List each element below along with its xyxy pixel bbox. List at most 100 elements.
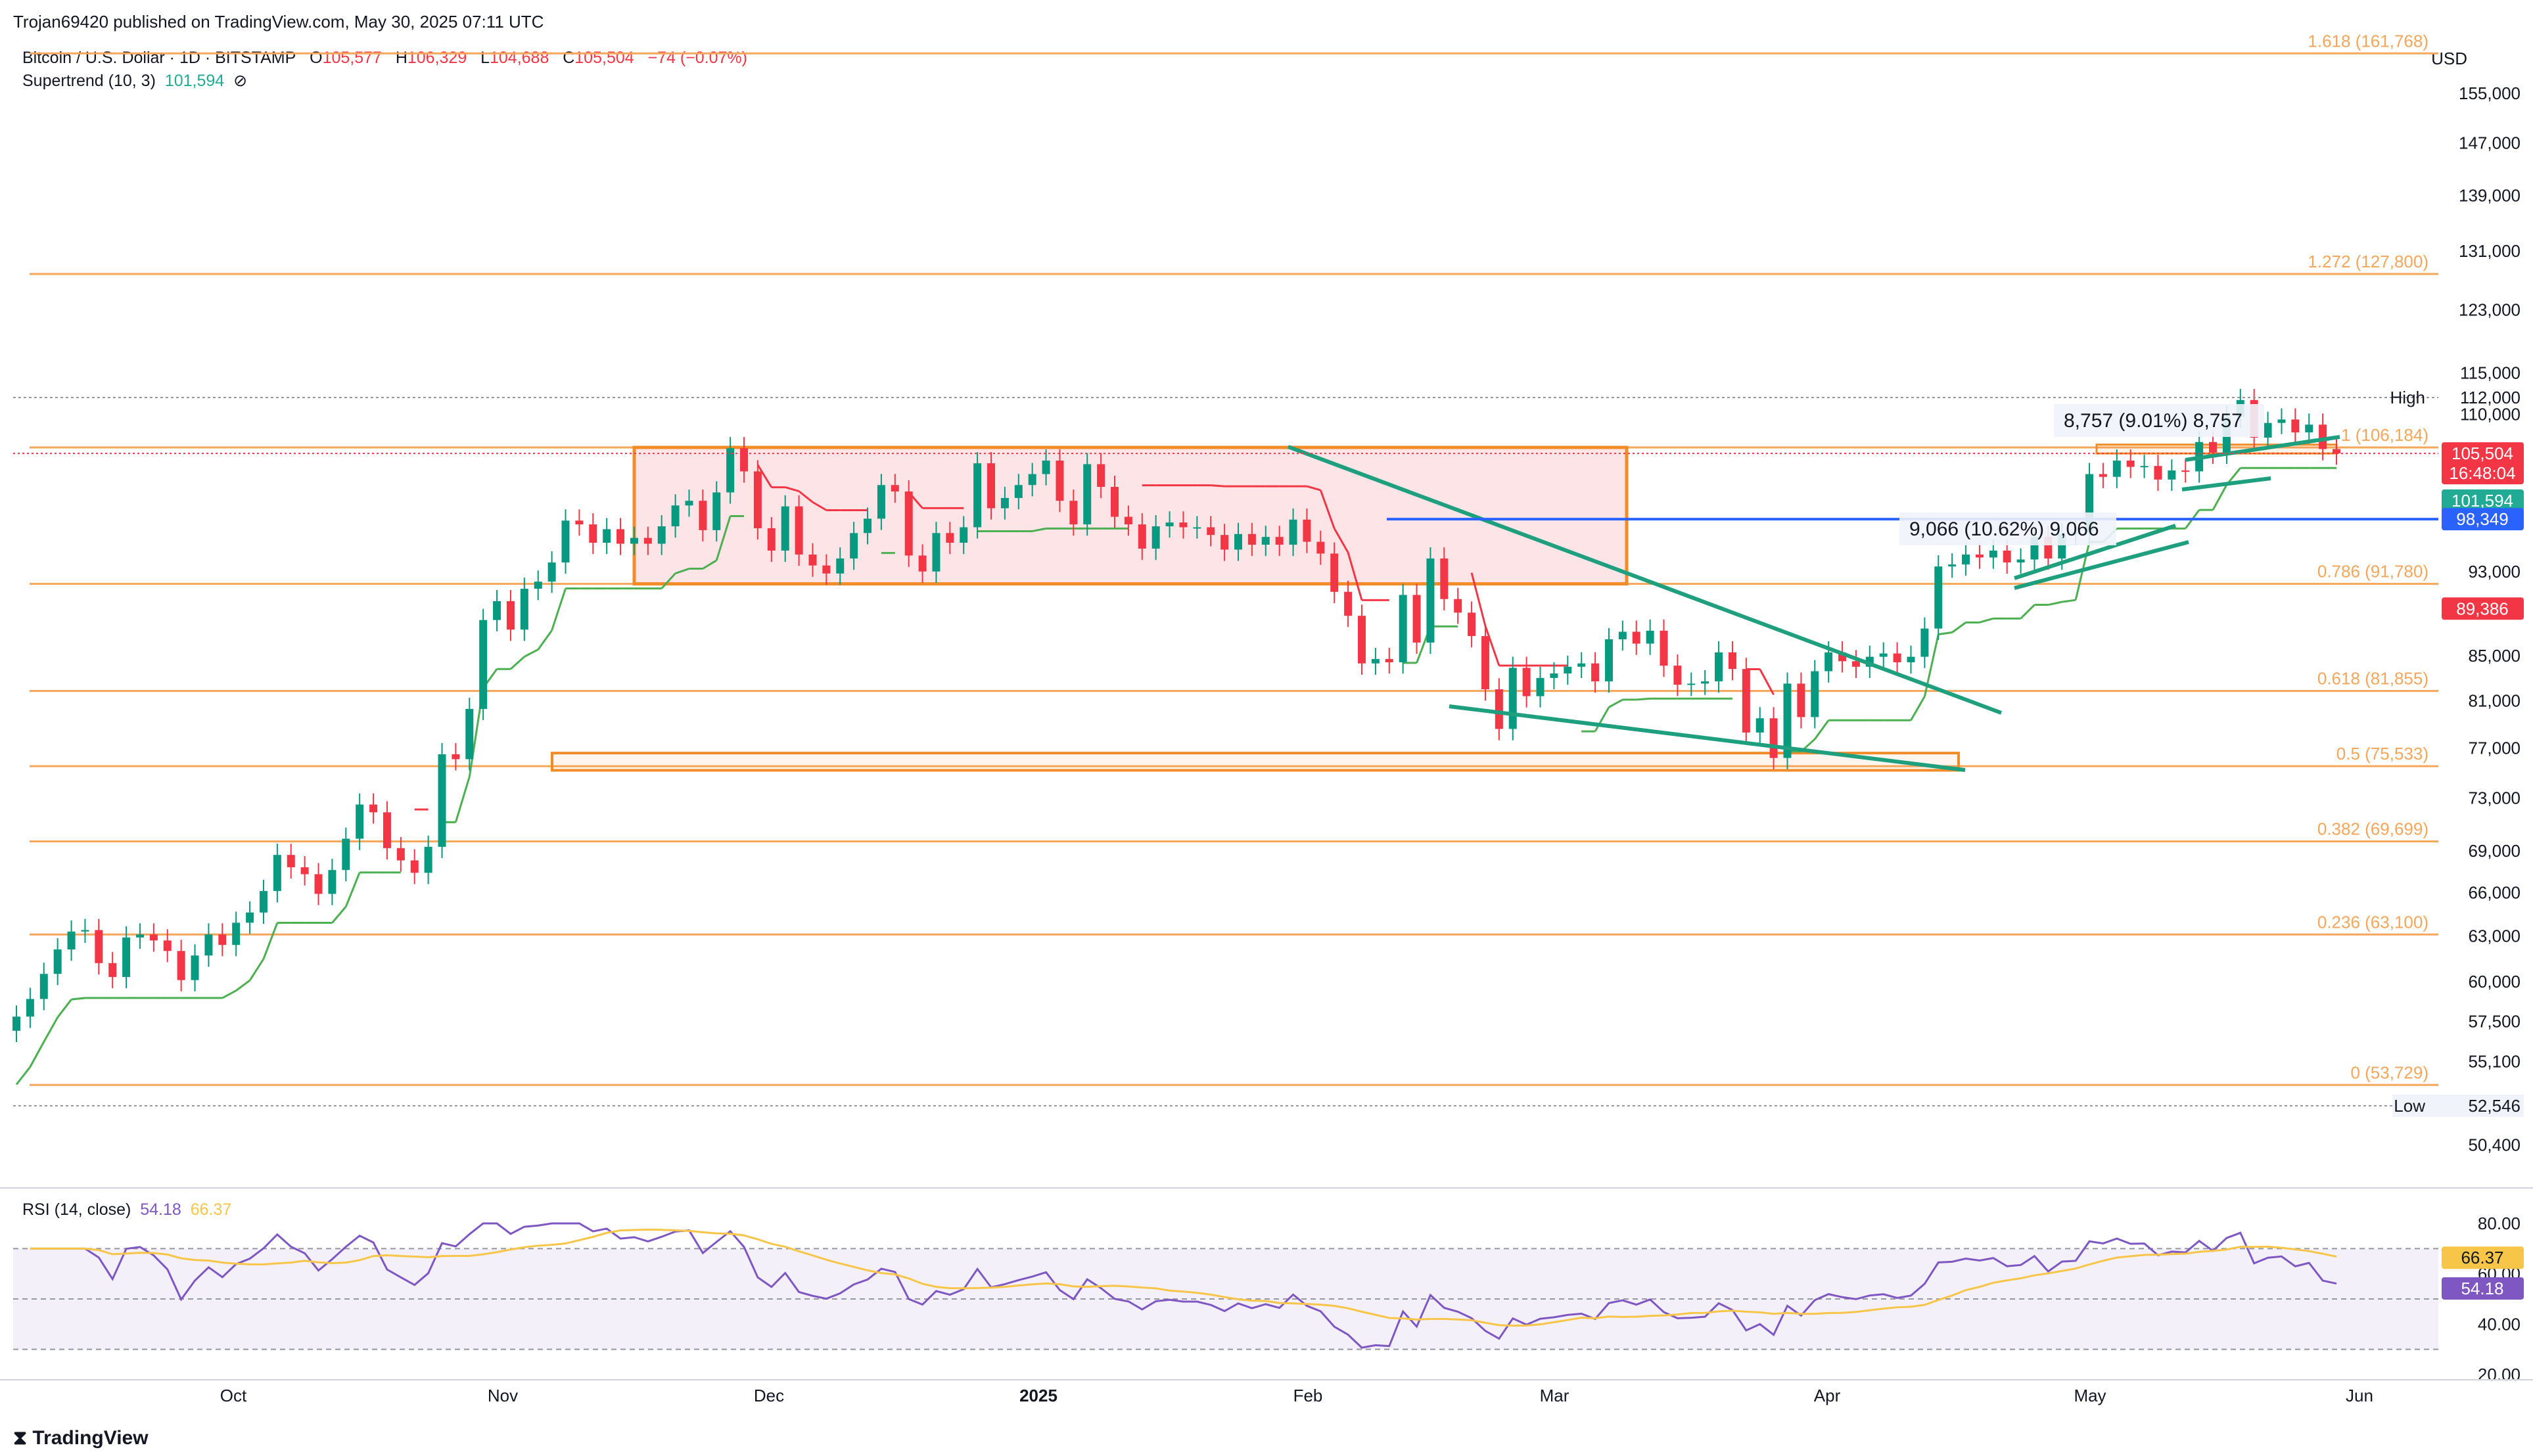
- candle-body: [1632, 631, 1640, 644]
- fib-label: 0.382 (69,699): [2317, 819, 2428, 839]
- candle-body: [383, 812, 391, 848]
- candle-body: [1851, 661, 1860, 667]
- supertrend-segment: [1636, 697, 1650, 701]
- rsi-tick-label: 40.00: [2478, 1314, 2521, 1334]
- candle-body: [603, 529, 611, 543]
- supertrend-segment: [1307, 485, 1321, 491]
- trendline: [2014, 524, 2176, 580]
- candle-body: [1989, 550, 1997, 558]
- rsi-ma-tag: [2442, 1246, 2524, 1269]
- change-value: −74 (−0.07%): [647, 49, 748, 67]
- candle-body: [1138, 524, 1146, 549]
- candle-body: [163, 940, 172, 951]
- candle-body: [218, 934, 227, 945]
- candle-body: [2154, 466, 2162, 480]
- candle-body: [246, 912, 254, 923]
- candle-body: [1399, 595, 1407, 663]
- fib-label: 0.5 (75,533): [2336, 744, 2428, 763]
- candle-body: [1371, 658, 1380, 664]
- price-tag-value: 101,594: [2452, 491, 2513, 511]
- candle-body: [149, 934, 158, 941]
- candle-body: [1344, 591, 1353, 616]
- supertrend-segment: [1759, 668, 1775, 695]
- candle-body: [135, 934, 144, 938]
- candle-body: [67, 931, 76, 950]
- candle-body: [1893, 653, 1901, 663]
- candle-body: [1920, 628, 1929, 657]
- candle-body: [630, 537, 638, 544]
- low-tag-bg: [2392, 1095, 2524, 1117]
- candle-body: [685, 501, 693, 506]
- candle-body: [836, 558, 845, 574]
- candle-body: [1783, 683, 1792, 758]
- candle-body: [53, 949, 62, 974]
- candle-body: [232, 922, 241, 945]
- price-tag-value: 89,386: [2456, 599, 2509, 618]
- candle-body: [2099, 474, 2107, 477]
- candle-body: [259, 891, 267, 913]
- candle-body: [2319, 424, 2327, 449]
- supertrend-segment: [715, 516, 732, 561]
- candle-body: [1618, 631, 1627, 640]
- supertrend-segment: [454, 776, 471, 823]
- rsi-ma-tag-value: 66.37: [2461, 1248, 2503, 1267]
- candle-body: [95, 930, 103, 963]
- candle-body: [300, 867, 309, 875]
- candle-body: [2209, 442, 2218, 453]
- supertrend-segment: [248, 958, 265, 982]
- x-tick-label: Apr: [1814, 1386, 1841, 1405]
- candle-body: [39, 974, 48, 999]
- candle-body: [1701, 681, 1709, 684]
- x-tick-label: Feb: [1293, 1386, 1323, 1405]
- candle-body: [328, 870, 337, 894]
- supertrend-segment: [57, 999, 72, 1018]
- candle-body: [767, 528, 776, 551]
- y-tick-label: 123,000: [2459, 300, 2521, 320]
- price-tag: [2442, 508, 2524, 531]
- supertrend-segment: [71, 997, 85, 1001]
- symbol-title: Bitcoin / U.S. Dollar · 1D · BITSTAMP: [22, 49, 296, 67]
- rsi-ma-line: [30, 1228, 2337, 1327]
- publisher-line: Trojan69420 published on TradingView.com…: [13, 12, 544, 32]
- y-tick-label: 55,100: [2468, 1051, 2521, 1071]
- candle-body: [191, 955, 199, 980]
- candle-body: [1111, 487, 1119, 517]
- candle-body: [808, 554, 817, 566]
- candle-body: [1577, 663, 1586, 667]
- candle-body: [1948, 564, 1957, 567]
- candle-body: [314, 874, 323, 894]
- high-value: 106,329: [407, 49, 467, 67]
- candle-body: [726, 448, 735, 493]
- supertrend-segment: [1951, 622, 1966, 633]
- fib-label: 1.618 (161,768): [2308, 31, 2428, 51]
- rsi-line: [30, 1222, 2337, 1349]
- supertrend-segment: [524, 648, 539, 658]
- candle-body: [12, 1016, 20, 1031]
- candle-body: [589, 524, 597, 543]
- close-value: 105,504: [574, 49, 634, 67]
- supertrend-segment: [1333, 528, 1349, 553]
- y-tick-label: 57,500: [2468, 1012, 2521, 1032]
- visibility-icon[interactable]: ⊘: [233, 72, 248, 90]
- candle-body: [1508, 668, 1517, 729]
- measure-box: [1899, 512, 2116, 545]
- candle-body: [1124, 516, 1132, 525]
- y-tick-label: 115,000: [2460, 363, 2521, 382]
- candle-body: [643, 537, 652, 544]
- rsi-tick-label: 20.00: [2478, 1365, 2521, 1384]
- price-tag: [2442, 442, 2524, 485]
- y-tick-label: 155,000: [2459, 83, 2521, 103]
- candle-body: [1412, 595, 1421, 643]
- supertrend-segment: [1319, 489, 1336, 529]
- candle-body: [356, 804, 364, 839]
- candle-body: [657, 526, 666, 544]
- candle-body: [547, 562, 556, 582]
- candle-body: [1165, 522, 1174, 527]
- supertrend-segment: [1608, 698, 1623, 708]
- candle-body: [1207, 527, 1215, 535]
- tradingview-logo[interactable]: ⧗ TradingView: [13, 1427, 149, 1449]
- fib-label: 0.618 (81,855): [2317, 669, 2428, 689]
- supertrend-segment: [812, 501, 827, 511]
- x-tick-label: Dec: [754, 1386, 784, 1405]
